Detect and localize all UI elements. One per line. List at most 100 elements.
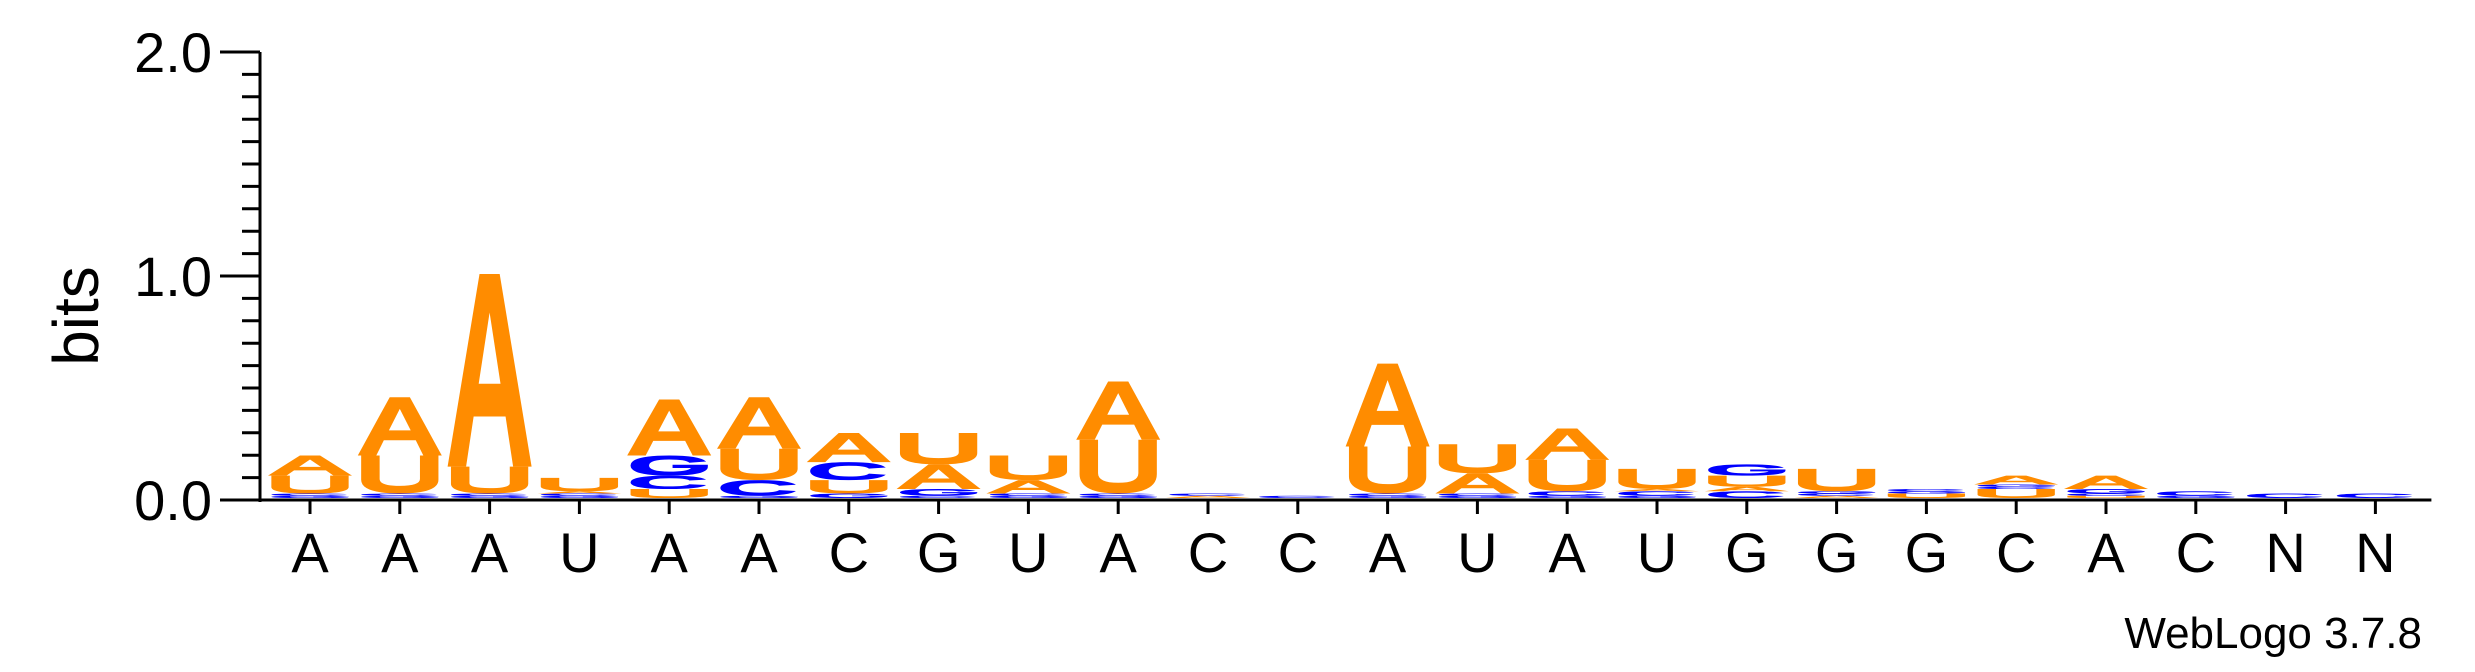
letter-c (1169, 493, 1245, 496)
y-axis-title: bits (40, 266, 112, 366)
letter-g (630, 455, 708, 476)
letter-a (1166, 495, 1250, 498)
letter-g (1348, 495, 1427, 498)
letter-u (720, 448, 798, 481)
letter-u (1348, 446, 1427, 494)
letter-a (1704, 486, 1789, 492)
letter-g (1708, 464, 1786, 476)
letter-a (537, 491, 622, 494)
letter-a (717, 397, 801, 449)
letter-g (1977, 484, 2055, 487)
letter-u (1708, 475, 1786, 487)
letter-g (1618, 495, 1696, 498)
letter-g (720, 495, 798, 498)
letter-c (1618, 491, 1694, 496)
position-stack (717, 397, 801, 498)
x-tick-label: U (1637, 521, 1677, 584)
letter-c (720, 480, 796, 496)
letter-a (1615, 489, 1699, 492)
letter-c (2246, 493, 2323, 498)
x-tick-label: U (559, 521, 599, 584)
position-stack (627, 399, 712, 498)
x-tick-label: A (291, 521, 329, 584)
y-tick-label: 0.0 (134, 469, 212, 532)
letter-a (1345, 363, 1430, 447)
x-tick-label: U (1457, 521, 1497, 584)
y-tick-label: 2.0 (134, 21, 212, 84)
letter-a (1435, 473, 1520, 494)
letter-g (540, 495, 619, 498)
letter-c (630, 475, 707, 490)
letter-g (361, 495, 439, 498)
letter-c (1079, 493, 1156, 496)
x-tick-label: N (2265, 521, 2305, 584)
x-tick-label: A (1549, 521, 1587, 584)
letter-c (1977, 486, 2054, 490)
x-tick-label: A (740, 521, 778, 584)
letter-u (450, 466, 529, 494)
letter-c (1887, 489, 1964, 492)
letter-g (271, 495, 349, 498)
letter-u (1797, 468, 1876, 492)
letter-u (1528, 459, 1606, 492)
x-tick-label: A (2087, 521, 2125, 584)
position-stack (1259, 495, 1335, 498)
x-tick-label: A (651, 521, 689, 584)
letter-u (1977, 489, 2055, 498)
position-stack (1345, 363, 1430, 498)
letter-c (810, 462, 886, 481)
position-stack (357, 397, 442, 498)
letter-u (899, 433, 978, 465)
letter-g (1438, 495, 1517, 498)
letter-g (1079, 495, 1157, 498)
letter-a (986, 480, 1071, 494)
letter-c (1348, 493, 1425, 496)
letter-u (271, 475, 349, 494)
position-stack (1166, 493, 1250, 498)
letter-u (630, 489, 708, 498)
position-stack (2064, 475, 2148, 498)
position-stack (537, 477, 622, 498)
x-tick-label: C (829, 521, 869, 584)
letter-u (1887, 493, 1966, 498)
position-stack (447, 274, 532, 498)
x-tick-label: C (1996, 521, 2036, 584)
letter-a (268, 455, 352, 476)
letter-u (1438, 444, 1517, 474)
position-stack (2157, 491, 2235, 498)
letter-c (1528, 491, 1605, 496)
x-tick-label: G (917, 521, 961, 584)
x-tick-label: C (1188, 521, 1228, 584)
letter-a (1525, 428, 1610, 460)
position-stack (1704, 464, 1789, 498)
position-stack (986, 455, 1071, 498)
letter-stacks (268, 274, 2413, 498)
letter-c (989, 493, 1066, 496)
position-stack (806, 433, 891, 498)
letter-u (989, 455, 1068, 481)
x-tick-label: N (2355, 521, 2395, 584)
letter-g (1887, 491, 1966, 494)
letter-c (361, 493, 437, 496)
position-stack (896, 433, 981, 498)
letter-a (2064, 475, 2148, 490)
x-tick-label: G (1815, 521, 1859, 584)
position-stack (2336, 493, 2413, 498)
letter-u (2067, 495, 2145, 498)
x-tick-label: A (1100, 521, 1138, 584)
letter-c (271, 493, 347, 496)
letter-u (361, 455, 439, 494)
letter-g (899, 489, 978, 496)
x-tick-label: A (471, 521, 509, 584)
letter-a (1794, 495, 1879, 498)
letter-g (2157, 495, 2235, 498)
letter-g (450, 495, 529, 498)
letter-c (1797, 493, 1874, 496)
letter-u (1079, 439, 1157, 494)
letter-c (540, 493, 617, 496)
position-stack (1435, 444, 1520, 498)
position-stack (1974, 475, 2059, 498)
